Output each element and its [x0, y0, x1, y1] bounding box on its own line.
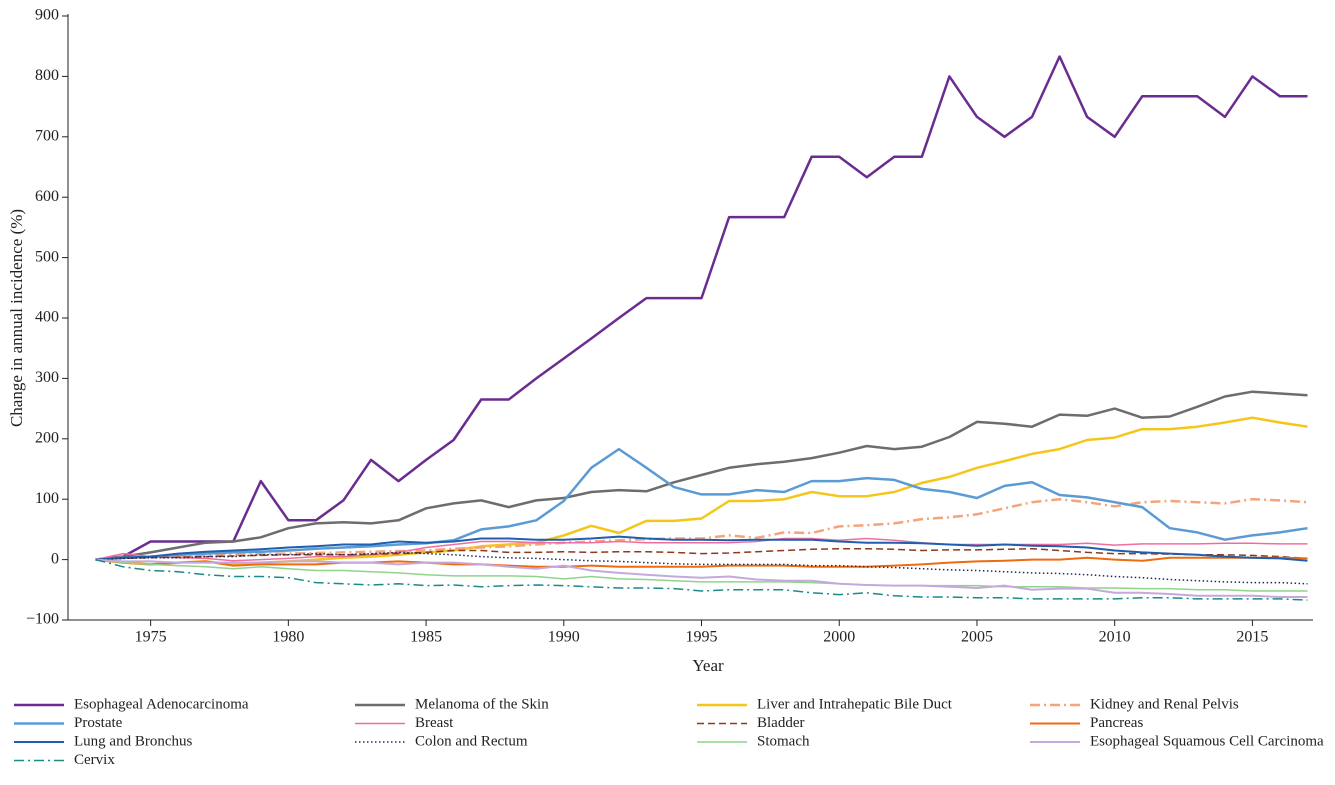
- y-tick-label: 200: [35, 429, 59, 446]
- legend-label: Bladder: [757, 715, 804, 731]
- x-tick-label: 2010: [1099, 629, 1131, 646]
- y-tick-label: 900: [35, 7, 59, 24]
- series-line: [95, 547, 1308, 561]
- y-tick-label: 600: [35, 188, 59, 205]
- series-line: [95, 447, 1308, 561]
- x-tick-label: 1980: [272, 629, 304, 646]
- x-tick-label: 1990: [548, 629, 580, 646]
- series-line: [95, 556, 1308, 568]
- y-tick-label: 400: [35, 309, 59, 326]
- series-line: [95, 537, 1308, 562]
- x-tick-label: 2000: [823, 629, 855, 646]
- legend-label: Stomach: [757, 733, 810, 749]
- y-tick-label: 800: [35, 67, 59, 84]
- legend-label: Melanoma of the Skin: [415, 696, 549, 712]
- series-line: [95, 558, 1308, 601]
- y-tick-label: 700: [35, 127, 59, 144]
- legend-label: Pancreas: [1090, 715, 1143, 731]
- x-tick-label: 1995: [686, 629, 718, 646]
- legend-label: Cervix: [74, 752, 115, 768]
- series-line: [95, 497, 1308, 561]
- y-tick-label: −100: [26, 611, 59, 628]
- series-line: [95, 558, 1308, 598]
- legend-label: Esophageal Adenocarcinoma: [74, 696, 249, 712]
- series-line: [95, 558, 1308, 592]
- x-tick-label: 1985: [410, 629, 442, 646]
- legend-label: Esophageal Squamous Cell Carcinoma: [1090, 733, 1324, 749]
- series-line: [95, 535, 1308, 562]
- legend-label: Kidney and Renal Pelvis: [1090, 696, 1239, 712]
- series-line: [95, 390, 1308, 561]
- legend-label: Prostate: [74, 715, 123, 731]
- legend-label: Breast: [415, 715, 454, 731]
- y-tick-label: 500: [35, 248, 59, 265]
- x-tick-label: 1975: [135, 629, 167, 646]
- legend-label: Lung and Bronchus: [74, 733, 192, 749]
- x-tick-label: 2015: [1236, 629, 1268, 646]
- x-axis-label: Year: [692, 656, 724, 675]
- x-tick-label: 2005: [961, 629, 993, 646]
- y-tick-label: 100: [35, 490, 59, 507]
- legend-label: Liver and Intrahepatic Bile Duct: [757, 696, 953, 712]
- y-tick-label: 0: [51, 550, 59, 567]
- legend-label: Colon and Rectum: [415, 733, 528, 749]
- series-line: [95, 55, 1308, 561]
- y-tick-label: 300: [35, 369, 59, 386]
- y-axis-label: Change in annual incidence (%): [7, 209, 26, 427]
